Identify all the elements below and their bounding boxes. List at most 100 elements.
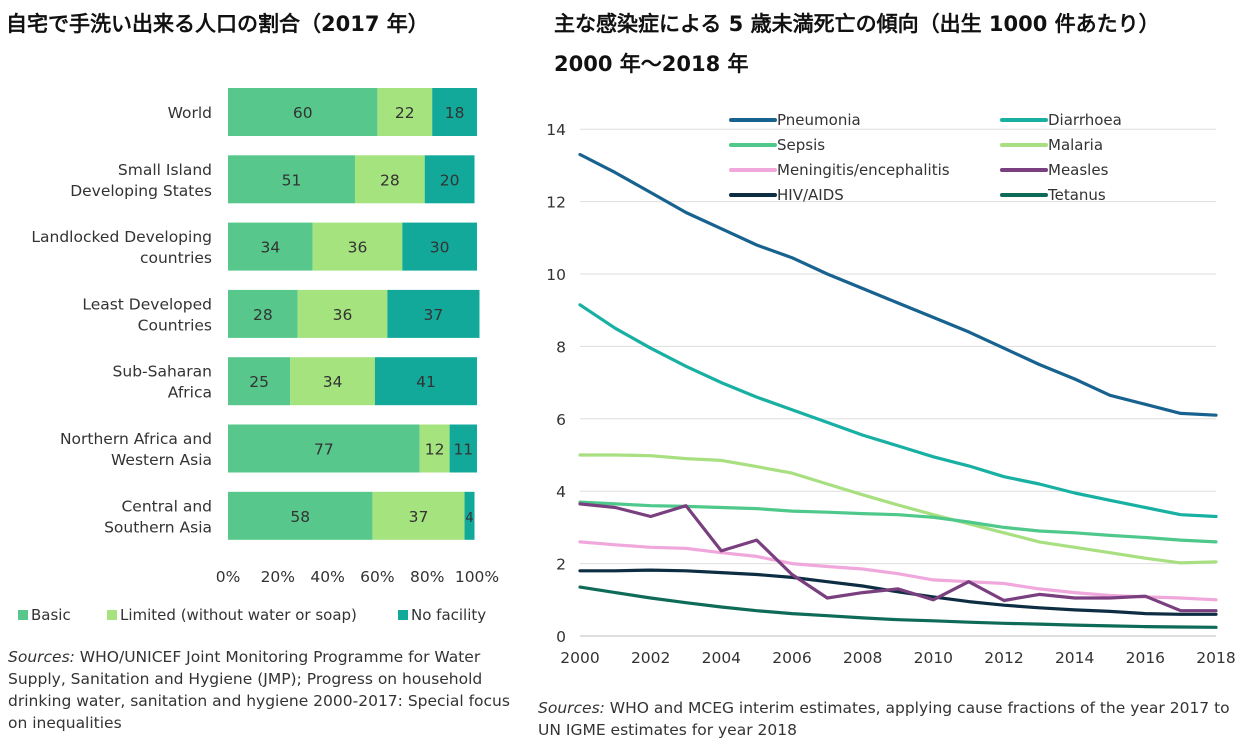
legend-label: Basic: [31, 606, 71, 624]
x-tick-label: 80%: [410, 568, 444, 586]
category-label: Northern Africa and: [60, 430, 212, 448]
y-tick-label: 6: [556, 411, 566, 429]
legend-swatch: [107, 610, 117, 620]
bar-segment-limited: [354, 155, 425, 204]
category-label: Sub-Saharan: [113, 363, 212, 381]
x-tick-label: 2012: [984, 649, 1023, 667]
bar-segment-basic: [228, 155, 355, 204]
category-label: World: [168, 104, 212, 122]
legend-label: No facility: [411, 606, 486, 624]
category-label: Southern Asia: [104, 518, 212, 536]
legend-label: Diarrhoea: [1048, 111, 1122, 129]
legend-swatch: [398, 610, 408, 620]
bar-segment-limited: [377, 88, 433, 136]
right-chart-subtitle: 2000 年～2018 年: [554, 52, 749, 76]
x-tick-label: 100%: [455, 568, 499, 586]
bar-segment-limited: [372, 491, 465, 540]
x-tick-label: 2008: [843, 649, 882, 667]
y-tick-label: 8: [556, 338, 566, 356]
x-tick-label: 2016: [1126, 649, 1165, 667]
bar-value-label: 34: [260, 239, 280, 257]
bar-segment-no: [432, 88, 477, 136]
y-tick-label: 14: [546, 121, 566, 139]
series-line-diarrhoea: [578, 303, 1218, 519]
legend-swatch: [18, 610, 28, 620]
y-tick-label: 2: [556, 556, 566, 574]
bar-value-label: 41: [416, 373, 436, 391]
y-tick-label: 4: [556, 483, 566, 501]
bar-segment-no: [449, 424, 477, 473]
category-label: Small Island: [118, 161, 212, 179]
bar-value-label: 37: [424, 306, 444, 324]
x-tick-label: 2004: [702, 649, 741, 667]
bar-segment-basic: [228, 88, 378, 136]
series-line-hiv-aids: [578, 568, 1218, 616]
bar-segment-no: [464, 491, 475, 540]
x-tick-label: 60%: [360, 568, 394, 586]
bar-value-label: 22: [395, 104, 415, 122]
legend-label: Meningitis/encephalitis: [777, 161, 950, 179]
right-sources-label: Sources:: [538, 699, 605, 717]
category-label: Least Developed: [82, 295, 212, 313]
bar-value-label: 36: [333, 306, 353, 324]
line-chart: 0 2 4 6 8 10 12 14 2000 2002 2004 2006 2008 2010 2012 2…: [546, 111, 1235, 667]
legend-label: HIV/AIDS: [777, 186, 844, 204]
legend-label: Malaria: [1048, 136, 1103, 154]
bar-value-label: 4: [465, 511, 473, 526]
right-chart-title: 主な感染症による 5 歳未満死亡の傾向（出生 1000 件あたり）: [554, 12, 1160, 36]
left-sources-label: Sources:: [8, 648, 75, 666]
bar-segment-no: [424, 155, 475, 204]
left-panel: 自宅で手洗い出来る人口の割合（2017 年） World 60 22 18 Small …: [0, 0, 525, 752]
legend-label: Tetanus: [1047, 186, 1106, 204]
bar-value-label: 34: [323, 373, 343, 391]
x-tick-label: 2018: [1196, 649, 1235, 667]
bar-segment-basic: [228, 491, 373, 540]
bar-value-label: 18: [445, 104, 465, 122]
bar-segment-basic: [228, 357, 291, 406]
y-tick-label: 0: [556, 628, 566, 646]
bar-value-label: 20: [440, 171, 460, 189]
series-line-meningitis-encephalitis: [578, 540, 1218, 602]
category-label: Africa: [168, 384, 212, 402]
bar-segment-limited: [290, 357, 375, 406]
legend-label: Measles: [1048, 161, 1109, 179]
y-tick-label: 12: [546, 194, 566, 212]
right-sources-text: WHO and MCEG interim estimates, applying…: [538, 699, 1230, 739]
category-label: countries: [140, 249, 212, 267]
y-tick-label: 10: [546, 266, 566, 284]
bar-segment-basic: [228, 424, 420, 473]
bar-segment-limited: [297, 289, 388, 338]
bar-value-label: 51: [282, 171, 302, 189]
right-sources: Sources: WHO and MCEG interim estimates,…: [538, 697, 1238, 741]
left-sources: Sources: WHO/UNICEF Joint Monitoring Pro…: [8, 646, 518, 734]
category-label: Central and: [121, 497, 212, 515]
bar-segment-no: [387, 289, 480, 338]
bar-segment-basic: [228, 222, 313, 271]
x-tick-label: 2014: [1055, 649, 1094, 667]
right-panel: 主な感染症による 5 歳未満死亡の傾向（出生 1000 件あたり） 2000 年…: [528, 0, 1243, 752]
category-label: Western Asia: [111, 451, 212, 469]
legend-label: Sepsis: [777, 136, 825, 154]
x-tick-label: 2006: [772, 649, 811, 667]
bar-value-label: 60: [293, 104, 313, 122]
category-label: Landlocked Developing: [31, 228, 212, 246]
bar-value-label: 77: [314, 441, 334, 459]
stacked-bar-chart: World 60 22 18 Small Island Developing States…: [18, 88, 499, 624]
series-line-measles: [578, 502, 1218, 613]
bar-value-label: 36: [348, 239, 368, 257]
bar-value-label: 25: [249, 373, 269, 391]
bar-segment-no: [374, 357, 477, 406]
category-label: Developing States: [70, 182, 212, 200]
bar-segment-limited: [419, 424, 450, 473]
x-tick-label: 2010: [914, 649, 953, 667]
bar-value-label: 11: [453, 441, 473, 459]
bar-value-label: 30: [430, 239, 450, 257]
bar-value-label: 28: [253, 306, 273, 324]
x-tick-label: 20%: [261, 568, 295, 586]
x-tick-label: 0%: [216, 568, 241, 586]
bar-segment-limited: [312, 222, 403, 271]
series-line-tetanus: [578, 585, 1218, 629]
legend-label: Limited (without water or soap): [120, 606, 357, 624]
series-line-malaria: [578, 453, 1218, 565]
x-tick-label: 40%: [310, 568, 344, 586]
